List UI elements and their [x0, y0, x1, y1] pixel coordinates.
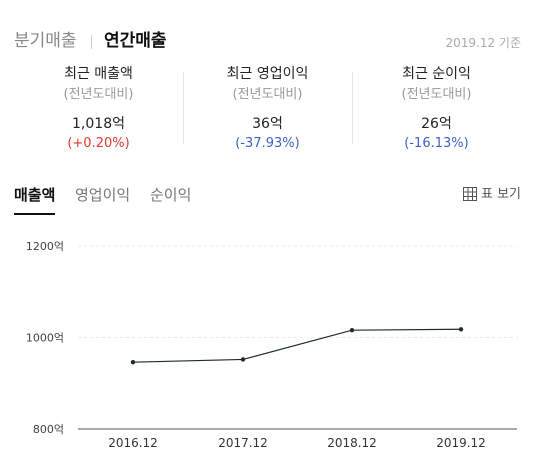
summary-subtitle: (전년도대비)	[401, 87, 472, 102]
x-tick-label: 2016.12	[108, 436, 158, 450]
summary-title: 최근 매출액	[64, 66, 133, 82]
data-point	[349, 327, 355, 333]
summary-value: 36억	[252, 116, 283, 132]
summary-divider	[183, 72, 184, 144]
as-of-date: 2019.12 기준	[445, 36, 521, 50]
summary-revenue: 최근 매출액 (전년도대비) 1,018억 (+0.20%)	[14, 64, 183, 154]
summary-subtitle: (전년도대비)	[63, 87, 134, 102]
data-point	[240, 357, 246, 362]
summary-divider	[352, 72, 353, 144]
summary-change: (-16.13%)	[404, 136, 469, 151]
table-grid-icon	[462, 187, 477, 201]
tab-annual-sales[interactable]: 연간매출	[104, 31, 167, 51]
summary-panel: 최근 매출액 (전년도대비) 1,018억 (+0.20%) 최근 영업이익 (…	[14, 64, 521, 160]
y-tick-label: 1000억	[26, 332, 64, 345]
table-view-button[interactable]: 표 보기	[462, 186, 521, 204]
summary-title: 최근 영업이익	[226, 66, 309, 82]
summary-subtitle: (전년도대비)	[232, 87, 303, 102]
table-view-label: 표 보기	[480, 187, 521, 202]
x-tick-label: 2018.12	[327, 436, 377, 450]
tab-operating-profit[interactable]: 영업이익	[75, 186, 131, 204]
data-point	[458, 327, 464, 332]
y-tick-label: 1200억	[26, 240, 64, 253]
tab-revenue[interactable]: 매출액	[14, 186, 56, 215]
revenue-line-chart: 1200억 1000억 800억 2016.12 2017.12 2018.12 2019.…	[26, 240, 517, 450]
tab-quarterly-sales[interactable]: 분기매출	[14, 31, 77, 51]
summary-operating-profit: 최근 영업이익 (전년도대비) 36억 (-37.93%)	[183, 64, 352, 154]
summary-value: 26억	[421, 116, 452, 132]
metric-tabs: 매출액 영업이익 순이익 표 보기	[14, 184, 521, 215]
summary-value: 1,018억	[72, 116, 125, 132]
header: 분기매출 연간매출 2019.12 기준	[14, 30, 521, 54]
summary-change: (-37.93%)	[235, 136, 300, 151]
series-line	[132, 328, 462, 363]
x-tick-label: 2019.12	[436, 436, 486, 450]
summary-net-income: 최근 순이익 (전년도대비) 26억 (-16.13%)	[352, 64, 521, 154]
tab-divider	[91, 35, 92, 49]
summary-change: (+0.20%)	[67, 136, 130, 151]
tab-net-income[interactable]: 순이익	[150, 186, 192, 204]
x-tick-label: 2017.12	[218, 436, 268, 450]
data-point	[130, 360, 136, 365]
y-tick-label: 800억	[33, 423, 64, 436]
summary-title: 최근 순이익	[402, 66, 471, 82]
